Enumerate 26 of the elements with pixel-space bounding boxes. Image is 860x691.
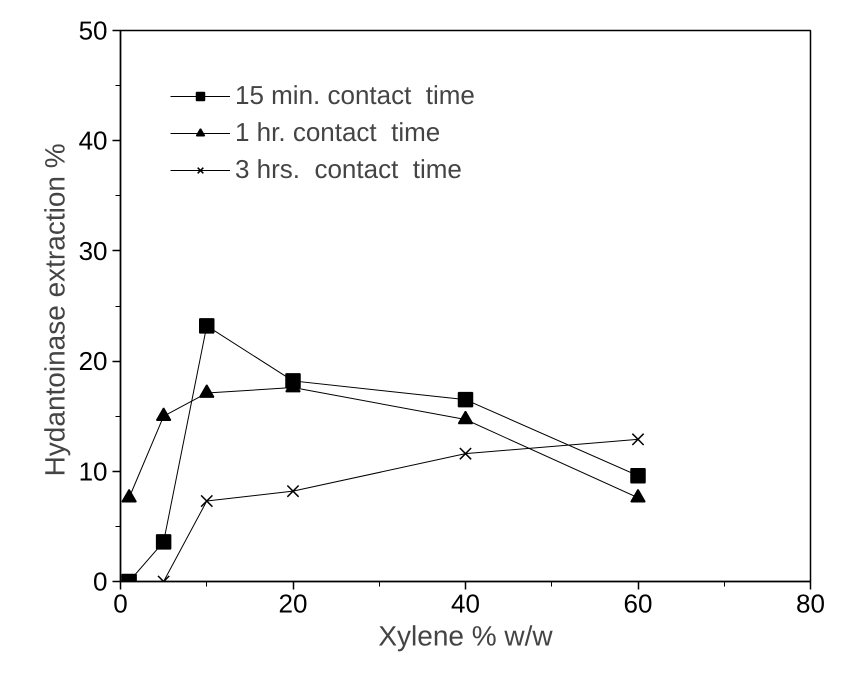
x-tick-label: 0 (113, 588, 128, 618)
point (630, 468, 646, 484)
point (121, 488, 137, 503)
y-tick-label: 40 (78, 126, 108, 156)
y-tick-label: 0 (93, 566, 108, 596)
y-tick-label: 50 (78, 16, 108, 46)
y-axis-title: Hydantoinase extraction % (40, 143, 71, 476)
point (632, 432, 644, 446)
point (458, 410, 474, 424)
point (459, 447, 472, 460)
x-tick-label: 80 (796, 588, 825, 618)
legend-label: 15 min. contact time (235, 80, 475, 111)
x-tick-label: 20 (278, 588, 308, 618)
x-tick-label: 40 (451, 588, 480, 618)
y-tick-label: 10 (78, 456, 108, 486)
point (458, 392, 474, 408)
y-tick-label: 20 (78, 346, 108, 376)
legend-label: 3 hrs. contact time (235, 154, 462, 185)
x-axis-title: Xylene % w/w (378, 620, 554, 652)
y-tick-label: 30 (78, 236, 108, 266)
legend-label: 1 hr. contact time (235, 117, 440, 148)
point (156, 407, 172, 421)
point (199, 384, 214, 398)
point (630, 488, 646, 503)
x-tick-label: 60 (624, 588, 652, 618)
point (199, 318, 214, 334)
